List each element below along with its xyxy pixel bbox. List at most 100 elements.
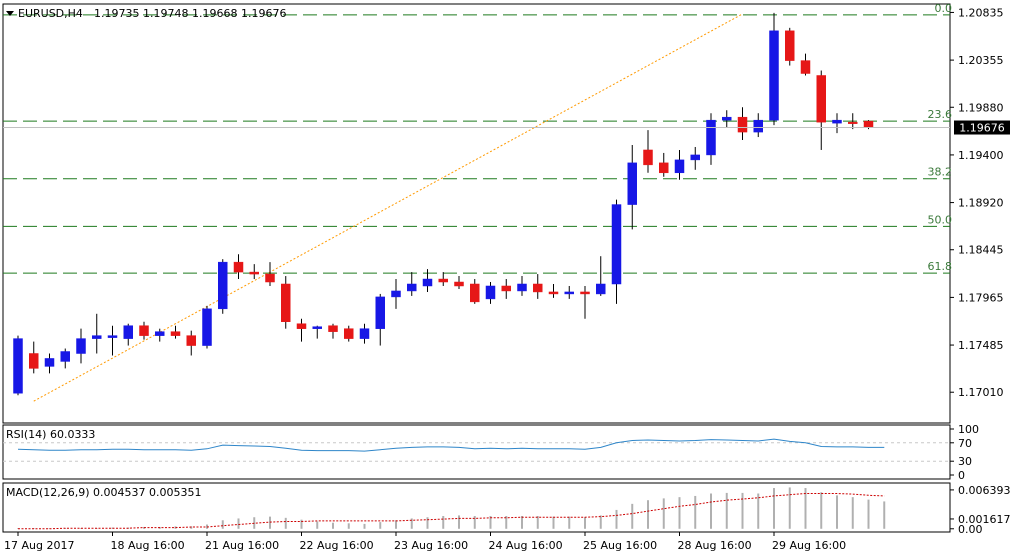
candle [785,27,795,66]
candle [29,341,39,374]
rsi-tick-label: 100 [958,423,979,436]
candle-body-bull [359,328,370,339]
candle [454,276,464,289]
candle [533,274,543,299]
candle [233,254,244,280]
candle-body-bear [296,323,307,329]
candle-body-bear [454,281,464,287]
candle-body-bull [422,278,433,287]
price-tick-label: 1.17965 [958,291,1004,304]
macd-signal-line [18,493,885,530]
candle [92,313,102,354]
candle [580,285,590,319]
candle [265,262,275,286]
candle-body-bear [785,30,795,61]
candle-body-bear [470,283,480,303]
price-tick-label: 1.17485 [958,339,1004,352]
candles [13,12,874,396]
macd-tick-label: 0.001617 [958,513,1011,526]
candle-body-bull [611,204,622,285]
pane-border [2,424,951,480]
candle [312,325,322,339]
candle-body-bull [753,119,763,133]
candle-body-bear [29,353,39,369]
candle [344,325,354,342]
candle-body-bull [706,119,716,156]
pane-border [2,3,951,424]
candle-body-bear [139,325,149,336]
candle-body-bull [596,283,606,295]
candle-body-bull [60,351,70,362]
macd-panel: 0.006393 0.000.001617 [17,484,1011,536]
candle [564,285,574,299]
candle-body-bear [643,149,653,166]
candle-body-bull [564,291,574,295]
fibonacci-trendline[interactable] [33,13,743,402]
candle-body-bear [548,291,559,295]
candle-body-bull [13,338,23,394]
candle [170,325,181,339]
price-tick-label: 1.19400 [958,149,1004,162]
fibonacci-levels: 0.0 23.6 38.2 50.0 61.8 [3,2,953,274]
candle [186,330,196,356]
candle-body-bull [722,116,732,121]
fib-level-label: 23.6 [928,108,953,121]
candle-body-bull [107,335,118,338]
candle [328,323,338,339]
current-price-label: 1.19676 [959,122,1005,135]
current-price-tag: 1.19676 [954,120,1010,135]
ohlc-readout: 1.19735 1.19748 1.19668 1.19676 [94,7,286,20]
price-tick-label: 1.19880 [958,101,1004,114]
candle-body-bull [769,30,779,121]
candle-body-bull [485,285,496,300]
candle-body-bear [344,328,354,339]
candle-body-bear [281,283,291,322]
candle [422,269,433,292]
price-tick-label: 1.18445 [958,244,1004,257]
rsi-tick-label: 0 [958,469,965,482]
price-axis: 1.20835 1.20355 1.19880 1.19400 1.18920 1.184… [950,6,1004,399]
dropdown-triangle-icon[interactable] [6,11,14,16]
macd-tick-label: 0.006393 [958,484,1011,497]
candle-body-bear [328,325,338,332]
candle-body-bear [233,261,244,273]
candle [202,305,212,349]
rsi-line [17,438,885,452]
candle [249,264,259,280]
fib-level-label: 61.8 [928,260,953,273]
chart-header: EURUSD,H4 1.19735 1.19748 1.19668 1.1967… [6,7,286,20]
candle [848,113,858,130]
candle-body-bull [517,283,527,292]
time-tick-label: 23 Aug 16:00 [394,539,468,552]
fib-level-label: 50.0 [928,213,953,226]
macd-label: MACD(12,26,9) 0.004537 0.005351 [6,486,202,499]
candle [438,272,448,286]
candle-body-bull [155,331,165,336]
fib-anchor-line[interactable] [33,13,743,402]
price-tick-label: 1.17010 [958,386,1004,399]
candle-body-bear [186,335,196,346]
candle-body-bear [170,331,181,336]
candle [359,323,370,344]
time-tick-label: 24 Aug 16:00 [489,539,563,552]
time-tick-label: 29 Aug 16:00 [772,539,846,552]
candle [674,149,685,180]
candle-body-bear [659,162,669,174]
candle [123,323,133,346]
candle [737,107,748,141]
candle-body-bull [391,290,401,298]
candle [407,272,417,296]
price-tick-label: 1.18920 [958,197,1004,210]
candle [690,146,700,170]
candle-body-bull [832,119,842,124]
candle [76,328,86,364]
candle [769,12,779,126]
candle-body-bull [76,338,86,354]
candle-body-bear [848,121,858,124]
candle-body-bear [816,75,826,123]
time-axis: 17 Aug 2017 18 Aug 16:00 21 Aug 16:00 22 Au… [4,532,846,552]
pane-border [2,482,951,533]
candle [60,348,70,369]
